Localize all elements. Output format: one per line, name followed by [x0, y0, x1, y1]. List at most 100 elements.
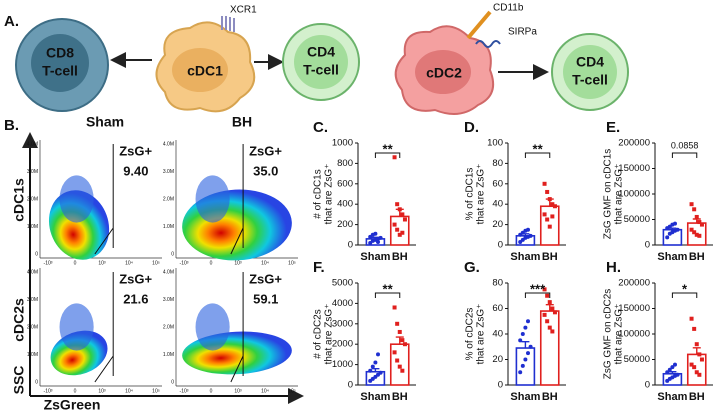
- y-axis-label: that are ZsG⁺: [614, 164, 625, 225]
- data-point: [694, 370, 699, 375]
- density: [195, 303, 230, 351]
- panel-letter: A.: [4, 13, 19, 30]
- data-point: [670, 365, 675, 370]
- flow-tick: 1.0M: [27, 352, 38, 358]
- data-point: [699, 357, 704, 362]
- y-axis-label: % of cDC2s: [465, 308, 476, 361]
- data-point: [397, 329, 402, 334]
- flow-tick: 10⁵: [152, 388, 160, 394]
- y-tick-label: 100: [487, 138, 503, 149]
- receptor: [221, 16, 235, 32]
- flow-tick: 3.0M: [163, 297, 174, 303]
- flow-tick: 10⁴: [125, 260, 133, 266]
- data-point: [373, 360, 378, 365]
- data-point: [528, 233, 533, 238]
- node-label: T-cell: [42, 63, 78, 79]
- data-point: [694, 232, 699, 237]
- flow-tick: 4.0M: [163, 141, 174, 147]
- flow-tick: 10⁴: [261, 260, 269, 266]
- data-point: [526, 227, 530, 232]
- data-point: [547, 197, 552, 202]
- nucleus: [563, 45, 617, 99]
- flow-tick: -10³: [180, 388, 189, 394]
- panel-letter: E.: [606, 119, 620, 136]
- flow-tick: 10⁴: [125, 388, 133, 394]
- nucleus: [172, 48, 228, 92]
- data-point: [542, 287, 547, 292]
- data-point: [376, 239, 380, 244]
- data-point: [552, 204, 557, 209]
- panel-letter: D.: [464, 119, 479, 136]
- panel-letter: G.: [464, 259, 480, 276]
- marker-label: CD11b: [493, 3, 524, 14]
- data-point: [675, 372, 680, 377]
- data-point: [520, 332, 525, 336]
- data-point: [395, 321, 400, 326]
- data-point: [400, 230, 405, 235]
- significance-bracket: [671, 292, 698, 298]
- gate-percent: 9.40: [123, 163, 148, 178]
- data-point: [547, 224, 552, 229]
- error-bar: [395, 336, 404, 345]
- x-tick-label: Sham: [510, 251, 540, 263]
- data-point: [523, 325, 528, 330]
- data-point: [392, 350, 397, 355]
- y-tick-label: 5000: [332, 278, 353, 289]
- flow-tick: 0: [210, 260, 213, 266]
- data-point: [665, 235, 670, 240]
- row-label: cDC2s: [11, 298, 27, 342]
- y-tick-label: 100000: [618, 189, 650, 200]
- significance-label: *: [682, 281, 688, 296]
- gate-percent: 21.6: [123, 291, 148, 306]
- flow-tick: 10³: [98, 260, 106, 266]
- data-point: [400, 212, 405, 217]
- node-label: CD4: [307, 44, 335, 60]
- y-tick-label: 0: [498, 380, 503, 391]
- flow-tick: 0: [74, 388, 77, 394]
- data-point: [542, 212, 547, 217]
- y-tick-label: 1000: [332, 359, 353, 370]
- y-tick-label: 200000: [618, 138, 650, 149]
- y-tick-label: 80: [492, 278, 503, 289]
- y-axis-label: ZsG GMF on cDC1s: [603, 149, 614, 240]
- data-point: [368, 368, 373, 373]
- data-point: [545, 319, 550, 324]
- x-tick-label: BH: [542, 251, 558, 263]
- y-axis-label: that are ZsG⁺: [614, 304, 625, 365]
- x-tick-label: BH: [542, 391, 558, 403]
- y-axis-label: # of cDC2s: [313, 309, 324, 358]
- y-axis-label: that are ZsG⁺: [476, 304, 487, 365]
- y-tick-label: 400: [337, 199, 353, 210]
- data-point: [373, 231, 378, 236]
- axis-label: SSC: [11, 366, 27, 395]
- flow-tick: 0: [74, 260, 77, 266]
- data-point: [547, 300, 552, 305]
- y-tick-label: 20: [492, 354, 503, 365]
- y-tick-label: 80: [492, 158, 503, 169]
- gate: [230, 144, 244, 255]
- data-point: [518, 338, 523, 343]
- data-point: [550, 202, 555, 207]
- x-tick-label: Sham: [657, 251, 687, 263]
- data-point: [397, 364, 402, 369]
- gate: [94, 144, 114, 255]
- data-point: [697, 372, 702, 377]
- flow-tick: 4.0M: [163, 269, 174, 275]
- y-tick-label: 0: [645, 240, 650, 251]
- flow-tick: 3.0M: [163, 169, 174, 175]
- data-point: [378, 370, 383, 375]
- y-tick-label: 4000: [332, 298, 353, 309]
- data-point: [400, 368, 405, 373]
- data-point: [673, 221, 677, 226]
- y-axis-label: # of cDC1s: [313, 169, 324, 218]
- nucleus: [31, 34, 89, 92]
- data-point: [692, 207, 697, 212]
- gate-label: ZsG+: [119, 271, 152, 286]
- data-point: [395, 202, 400, 207]
- node-label: CD8: [46, 45, 74, 61]
- x-tick-label: BH: [392, 391, 408, 403]
- data-point: [402, 217, 407, 222]
- data-point: [697, 352, 702, 357]
- panel-letter: C.: [313, 119, 328, 136]
- data-point: [395, 227, 400, 232]
